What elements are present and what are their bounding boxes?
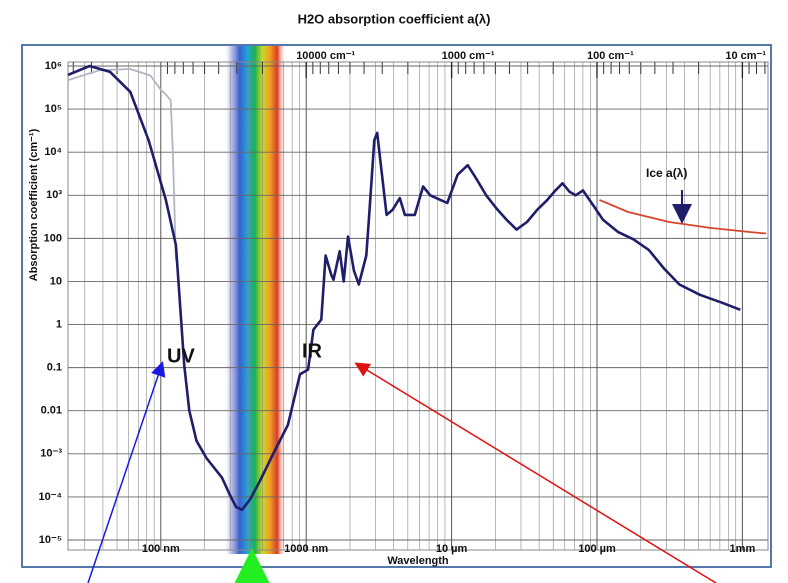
top-tick-label: 10000 cm⁻¹ <box>296 50 355 62</box>
y-tick-label: 0.1 <box>47 362 62 374</box>
y-tick-label: 10⁵ <box>45 103 62 115</box>
top-tick-label: 1000 cm⁻¹ <box>442 50 495 62</box>
data-line <box>599 199 766 235</box>
annotation: Ice a(λ) <box>646 166 687 180</box>
y-tick-label: 10⁻⁴ <box>39 491 62 503</box>
y-tick-label: 1 <box>56 318 62 330</box>
y-tick-label: 10⁻⁵ <box>39 534 62 546</box>
y-tick-label: 10⁶ <box>45 60 62 72</box>
y-tick-label: 10³ <box>46 189 62 201</box>
chart-title: H2O absorption coefficient a(λ) <box>298 11 491 26</box>
annotation: UV <box>167 345 195 367</box>
frame <box>21 44 772 568</box>
y-tick-label: 0.01 <box>41 405 62 417</box>
visible-spectrum <box>224 46 286 554</box>
annotation: IR <box>302 340 323 362</box>
data-line <box>67 68 177 261</box>
x-tick-label: 10 µm <box>436 543 468 555</box>
top-tick-label: 100 cm⁻¹ <box>587 50 634 62</box>
x-tick-label: 1000 nm <box>284 543 328 555</box>
plot-area <box>67 61 769 551</box>
y-axis-label: Absorption coefficient (cm⁻¹) <box>28 128 40 281</box>
ir-arrow <box>354 362 717 583</box>
y-tick-label: 10⁻³ <box>40 448 62 460</box>
x-axis-label: Wavelength <box>387 555 449 567</box>
x-tick-label: 100 µm <box>578 543 616 555</box>
uv-arrow <box>87 361 166 583</box>
y-tick-label: 10⁴ <box>44 146 62 158</box>
y-tick-label: 10 <box>50 275 62 287</box>
top-tick-label: 10 cm⁻¹ <box>725 50 766 62</box>
x-tick-label: 1mm <box>730 543 756 555</box>
data-line <box>67 64 741 512</box>
x-tick-label: 100 nm <box>142 543 180 555</box>
y-tick-label: 100 <box>44 232 62 244</box>
